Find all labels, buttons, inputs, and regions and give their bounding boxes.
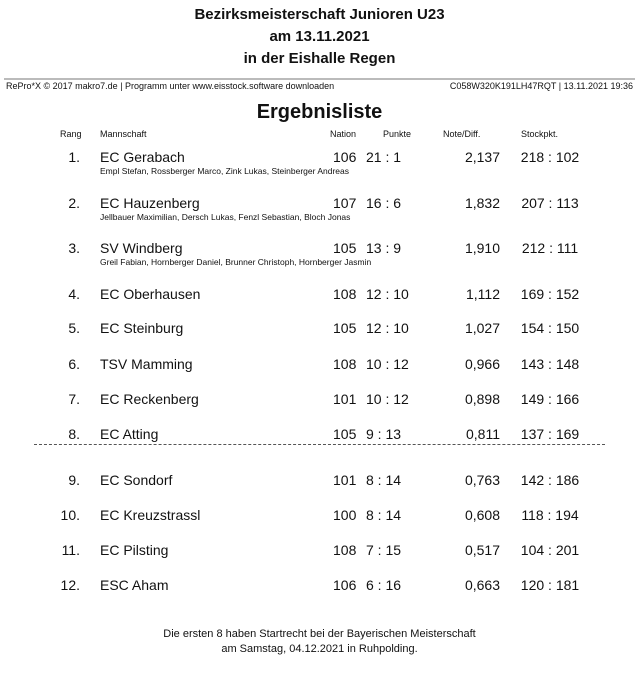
cell-members: Greil Fabian, Hornberger Daniel, Brunner… [100, 257, 372, 267]
cell-rank: 1. [68, 149, 80, 165]
cell-team: EC Reckenberg [100, 391, 199, 407]
header-divider [4, 78, 635, 80]
cell-note: 0,898 [464, 391, 500, 407]
cell-stock: 137 : 169 [520, 426, 580, 442]
cell-points: 21 : 1 [366, 149, 402, 165]
cell-members: Empl Stefan, Rossberger Marco, Zink Luka… [100, 166, 349, 176]
cell-points: 6 : 16 [366, 577, 402, 593]
cell-note: 0,517 [464, 542, 500, 558]
cell-note: 1,112 [466, 286, 500, 302]
cell-rank: 7. [68, 391, 80, 407]
cell-points: 10 : 12 [366, 391, 409, 407]
cell-rank: 8. [68, 426, 80, 442]
cell-stock: 149 : 166 [520, 391, 580, 407]
cell-team: EC Steinburg [100, 320, 184, 336]
cell-nation: 106 [333, 577, 357, 593]
footer-line-2: am Samstag, 04.12.2021 in Ruhpolding. [221, 643, 418, 655]
cell-nation: 105 [333, 240, 357, 256]
cell-nation: 101 [333, 472, 357, 488]
cell-note: 0,966 [464, 356, 500, 372]
cell-rank: 2. [68, 195, 80, 211]
cell-points: 8 : 14 [366, 472, 402, 488]
cell-nation: 107 [333, 195, 357, 211]
title-line-1: Bezirksmeisterschaft Junioren U23 [194, 6, 445, 23]
cell-nation: 108 [333, 286, 357, 302]
cell-team: ESC Aham [100, 577, 169, 593]
qualification-divider [34, 444, 605, 445]
cell-team: EC Gerabach [100, 149, 185, 165]
cell-team: EC Hauzenberg [100, 195, 200, 211]
cell-note: 0,663 [464, 577, 500, 593]
cell-stock: 169 : 152 [520, 286, 580, 302]
cell-rank: 10. [60, 507, 80, 523]
cell-note: 2,137 [464, 149, 500, 165]
cell-points: 7 : 15 [366, 542, 402, 558]
title-line-2: am 13.11.2021 [269, 28, 370, 45]
meta-right: C058W320K191LH47RQT | 13.11.2021 19:36 [449, 81, 633, 91]
page-title: Ergebnisliste [256, 101, 383, 123]
cell-nation: 105 [333, 426, 357, 442]
col-stock: Stockpkt. [521, 129, 559, 139]
cell-stock: 142 : 186 [520, 472, 580, 488]
col-note: Note/Diff. [443, 129, 481, 139]
cell-note: 1,910 [464, 240, 500, 256]
cell-nation: 100 [333, 507, 357, 523]
cell-team: EC Kreuzstrassl [100, 507, 201, 523]
cell-stock: 118 : 194 [521, 507, 579, 523]
cell-nation: 106 [333, 149, 357, 165]
cell-note: 1,832 [464, 195, 500, 211]
cell-stock: 218 : 102 [520, 149, 580, 165]
cell-stock: 154 : 150 [520, 320, 580, 336]
cell-nation: 108 [333, 356, 357, 372]
cell-note: 0,811 [466, 426, 500, 442]
footer-line-1: Die ersten 8 haben Startrecht bei der Ba… [163, 628, 476, 640]
cell-note: 0,763 [464, 472, 500, 488]
cell-rank: 9. [68, 472, 80, 488]
cell-nation: 101 [333, 391, 357, 407]
col-nation: Nation [330, 129, 357, 139]
cell-rank: 12. [60, 577, 80, 593]
cell-note: 0,608 [464, 507, 500, 523]
col-rank: Rang [60, 129, 82, 139]
cell-points: 9 : 13 [366, 426, 402, 442]
meta-left: RePro*X © 2017 makro7.de | Programm unte… [6, 81, 335, 91]
cell-points: 16 : 6 [366, 195, 402, 211]
cell-stock: 207 : 113 [521, 195, 579, 211]
title-line-3: in der Eishalle Regen [243, 50, 396, 67]
cell-rank: 3. [68, 240, 80, 256]
cell-team: EC Oberhausen [100, 286, 201, 302]
cell-points: 13 : 9 [366, 240, 402, 256]
cell-nation: 105 [333, 320, 357, 336]
cell-team: TSV Mamming [100, 356, 193, 372]
cell-team: EC Atting [100, 426, 159, 442]
cell-stock: 143 : 148 [520, 356, 580, 372]
cell-team: EC Pilsting [100, 542, 169, 558]
cell-stock: 120 : 181 [520, 577, 580, 593]
col-team: Mannschaft [100, 129, 147, 139]
cell-rank: 6. [68, 356, 80, 372]
cell-stock: 212 : 111 [521, 240, 579, 256]
cell-points: 8 : 14 [366, 507, 402, 523]
cell-nation: 108 [333, 542, 357, 558]
cell-note: 1,027 [464, 320, 500, 336]
cell-team: EC Sondorf [100, 472, 173, 488]
cell-rank: 11. [61, 542, 80, 558]
cell-points: 12 : 10 [366, 286, 409, 302]
cell-stock: 104 : 201 [520, 542, 580, 558]
cell-rank: 4. [68, 286, 80, 302]
col-points: Punkte [383, 129, 412, 139]
cell-rank: 5. [68, 320, 80, 336]
cell-team: SV Windberg [100, 240, 183, 256]
cell-members: Jellbauer Maximilian, Dersch Lukas, Fenz… [100, 212, 351, 222]
cell-points: 12 : 10 [366, 320, 409, 336]
cell-points: 10 : 12 [366, 356, 409, 372]
